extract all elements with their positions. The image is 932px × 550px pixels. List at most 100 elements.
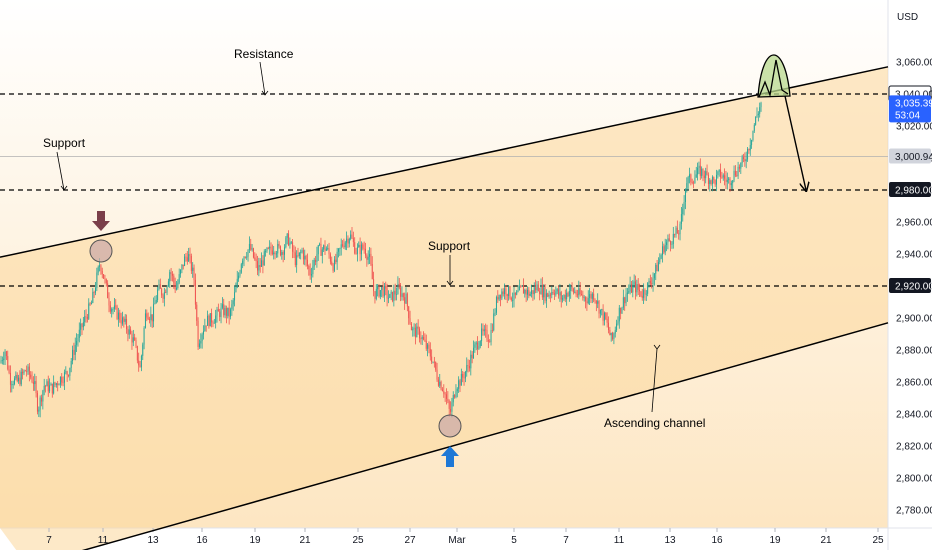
price-tag-last: [889, 148, 931, 164]
candle-body: [270, 246, 272, 251]
candle-body: [38, 409, 40, 412]
candle-body: [572, 288, 574, 293]
candle-body: [599, 309, 601, 314]
candle-body: [513, 292, 515, 301]
candle-body: [321, 249, 323, 256]
candle-body: [760, 102, 762, 108]
candle-body: [369, 253, 371, 257]
candle-body: [435, 361, 437, 370]
candle-body: [109, 305, 111, 312]
candles: [0, 101, 762, 418]
candle-body: [315, 259, 317, 262]
candle-body: [544, 287, 546, 301]
candle-body: [533, 287, 535, 295]
candle-body: [69, 367, 71, 376]
candle-body: [244, 256, 246, 258]
candle-body: [278, 243, 280, 247]
candle-body: [211, 313, 213, 323]
candle-body: [643, 289, 645, 298]
candle-body: [312, 266, 314, 275]
candle-body: [539, 291, 541, 294]
annotation-pointer: [56, 151, 65, 191]
candle-body: [35, 381, 37, 394]
candle-body: [759, 107, 761, 114]
candle-body: [670, 240, 672, 245]
candle-body: [308, 265, 310, 269]
candle-body: [479, 341, 481, 347]
candle-body: [333, 259, 335, 271]
candle-body: [605, 312, 607, 320]
candle-body: [660, 255, 662, 259]
horizontal-levels: [0, 93, 888, 287]
candle-body: [209, 313, 211, 327]
candle-body: [629, 284, 631, 292]
candle-body: [748, 148, 750, 151]
candle-body: [630, 284, 632, 293]
candle-body: [732, 180, 734, 184]
candle-body: [157, 289, 159, 301]
x-tick-label: Mar: [448, 535, 466, 546]
candle-body: [320, 244, 322, 256]
candle-body: [558, 289, 560, 296]
candle-body: [238, 275, 240, 279]
candle-body: [263, 251, 265, 266]
candle-body: [609, 330, 611, 336]
candle-body: [90, 302, 92, 305]
candle-body: [166, 286, 168, 293]
candle-body: [259, 265, 261, 267]
candle-body: [217, 309, 219, 312]
candle-body: [636, 284, 638, 293]
candle-body: [153, 304, 155, 322]
candle-body: [138, 360, 140, 366]
candle-body: [625, 294, 627, 304]
candle-body: [182, 264, 184, 266]
candle-body: [601, 309, 603, 311]
candle-body: [3, 358, 5, 361]
candle-body: [446, 394, 447, 399]
ascending-channel[interactable]: [0, 66, 889, 550]
candle-body: [691, 182, 693, 183]
candle-body: [300, 252, 302, 254]
candle-body: [39, 397, 41, 410]
candle-body: [104, 278, 106, 280]
candle-body: [571, 285, 573, 289]
candle-body: [637, 284, 639, 290]
candle-body: [409, 318, 411, 324]
candle-body: [392, 291, 393, 301]
projection-arrow: [784, 95, 806, 190]
candle-body: [20, 371, 22, 385]
candle-body: [367, 256, 369, 260]
candle-body: [105, 279, 107, 284]
candle-body: [73, 349, 75, 355]
candle-body: [243, 256, 245, 261]
candle-body: [535, 287, 537, 291]
candle-body: [80, 323, 82, 330]
y-tick-label: 3,020.00: [896, 122, 932, 133]
candle-body: [509, 286, 511, 298]
candle-body: [317, 245, 319, 255]
annotation-pointer-head: [60, 185, 68, 191]
candle-body: [59, 376, 61, 385]
y-tick-label: 3,060.00: [896, 58, 932, 69]
candle-body: [203, 331, 204, 335]
candle-body: [340, 244, 342, 249]
candle-body: [676, 227, 678, 234]
candle-body: [387, 297, 389, 299]
candle-body: [463, 377, 465, 379]
candle-body: [427, 344, 429, 349]
candle-body: [86, 316, 88, 319]
candle-body: [466, 365, 468, 372]
candle-body: [680, 214, 682, 224]
candle-body: [1, 360, 3, 361]
candle-body: [16, 374, 18, 382]
candle-body: [458, 380, 460, 389]
candle-body: [444, 393, 446, 395]
candle-body: [339, 248, 341, 249]
candle-body: [394, 290, 396, 295]
candle-body: [606, 319, 608, 323]
candle-body: [386, 288, 388, 299]
candle-body: [706, 171, 708, 175]
